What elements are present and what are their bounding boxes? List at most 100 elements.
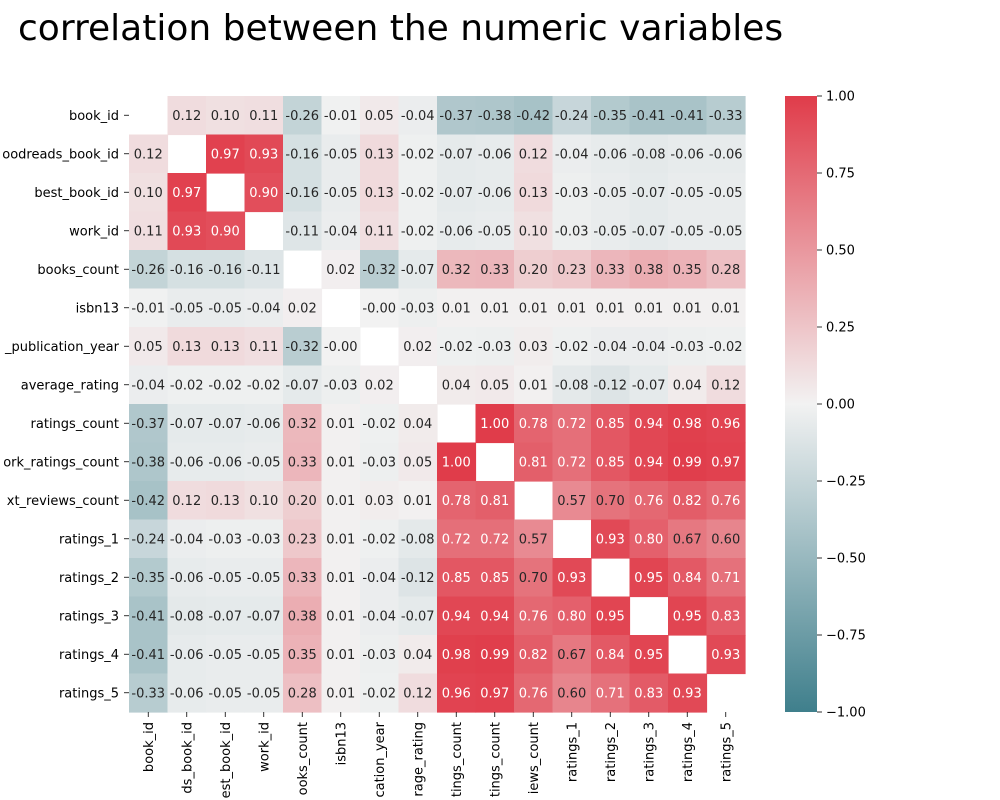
heatmap-cell [591, 96, 631, 136]
y-tick-label: ratings_2 [59, 571, 119, 586]
cell-value-label: 0.82 [519, 648, 548, 663]
heatmap-cell [129, 365, 169, 405]
heatmap-cell [514, 635, 554, 675]
heatmap-cell [475, 481, 515, 521]
heatmap-cell [283, 134, 323, 174]
heatmap-cell [668, 173, 708, 213]
heatmap-cell [437, 596, 477, 636]
cell-value-label: -0.04 [247, 301, 281, 316]
cell-value-label: 0.35 [288, 648, 317, 663]
heatmap-cell [129, 134, 169, 174]
cell-value-label: -0.02 [362, 532, 396, 547]
y-tick-label: books_count [37, 263, 119, 278]
cell-value-label: 0.13 [519, 186, 548, 201]
heatmap-cell [244, 365, 284, 405]
heatmap-cell [206, 481, 246, 521]
cell-value-label: 0.11 [365, 224, 394, 239]
x-axis: book_id ds_book_id est_book_id work_id ooks_… [142, 712, 734, 798]
cell-value-label: -0.04 [324, 224, 358, 239]
x-tick-label: tings_count [450, 722, 465, 797]
cell-value-label: 0.97 [211, 147, 240, 162]
heatmap-cell [437, 635, 477, 675]
heatmap-cell [398, 673, 438, 713]
cell-value-label: 0.01 [673, 301, 702, 316]
cell-value-label: -0.33 [131, 686, 165, 701]
cell-value-label: 0.96 [442, 686, 471, 701]
cell-value-label: -0.07 [401, 609, 435, 624]
x-tick-label: ratings_4 [681, 722, 696, 782]
cell-value-label: -0.02 [362, 686, 396, 701]
cell-value-label: 0.72 [557, 455, 586, 470]
cell-value-label: 0.12 [172, 494, 201, 509]
heatmap-cell [360, 173, 400, 213]
cell-value-label: 0.72 [442, 532, 471, 547]
heatmap-cell [244, 673, 284, 713]
cell-value-label: -0.06 [478, 147, 512, 162]
heatmap-cell [475, 404, 515, 444]
heatmap-cell [552, 327, 592, 367]
cell-value-label: 0.76 [634, 494, 663, 509]
cell-value-label: -0.00 [324, 340, 358, 355]
heatmap-cell [552, 134, 592, 174]
cell-value-label: -0.41 [670, 109, 704, 124]
heatmap-cell [206, 442, 246, 482]
cell-value-label: -0.05 [478, 224, 512, 239]
heatmap-cell [283, 519, 323, 559]
heatmap-cell [591, 211, 631, 251]
heatmap-cell [706, 134, 746, 174]
cell-value-label: 0.02 [365, 378, 394, 393]
cell-value-label: -0.07 [170, 417, 204, 432]
cell-value-label: -0.24 [131, 532, 165, 547]
heatmap-cell [167, 442, 207, 482]
cell-value-label: 0.23 [557, 263, 586, 278]
cell-value-label: 0.80 [557, 609, 586, 624]
cell-value-label: -0.16 [285, 186, 319, 201]
cell-value-label: -0.05 [709, 224, 743, 239]
cell-value-label: 0.11 [134, 224, 163, 239]
heatmap-cell [475, 519, 515, 559]
heatmap-cell [706, 211, 746, 251]
heatmap-cell [552, 404, 592, 444]
cell-value-label: -0.05 [670, 186, 704, 201]
heatmap-cell [206, 327, 246, 367]
heatmap-cell [591, 519, 631, 559]
y-tick-label: _publication_year [4, 340, 120, 355]
cell-value-label: -0.03 [555, 224, 589, 239]
cell-value-label: 1.00 [480, 417, 509, 432]
heatmap-cell [283, 635, 323, 675]
y-tick-label: isbn13 [76, 301, 119, 316]
heatmap-cell [668, 596, 708, 636]
heatmap-cell [437, 288, 477, 328]
cell-value-label: 0.01 [519, 301, 548, 316]
heatmap-cell [244, 442, 284, 482]
heatmap-cell [629, 134, 669, 174]
y-tick-label: ratings_4 [59, 648, 119, 663]
cell-value-label: 0.03 [365, 494, 394, 509]
heatmap-cell [129, 481, 169, 521]
cell-value-label: 0.11 [249, 109, 278, 124]
heatmap-cell [437, 481, 477, 521]
heatmap-cell [206, 288, 246, 328]
heatmap-cell [206, 250, 246, 290]
heatmap-cell [283, 596, 323, 636]
cell-value-label: -0.07 [247, 609, 281, 624]
heatmap-cell [167, 635, 207, 675]
cell-value-label: 0.57 [519, 532, 548, 547]
cell-value-label: 0.01 [403, 494, 432, 509]
cell-value-label: -0.06 [709, 147, 743, 162]
heatmap-cell [706, 442, 746, 482]
cell-value-label: 0.10 [519, 224, 548, 239]
heatmap-cell [668, 96, 708, 136]
heatmap-cell [668, 288, 708, 328]
cell-value-label: 0.01 [711, 301, 740, 316]
cell-value-label: 0.97 [172, 186, 201, 201]
heatmap-cell [244, 96, 284, 136]
cell-value-label: -0.08 [555, 378, 589, 393]
heatmap-cell [437, 327, 477, 367]
heatmap-cell [321, 404, 361, 444]
cell-value-label: 0.01 [326, 417, 355, 432]
cell-value-label: 0.32 [442, 263, 471, 278]
heatmap-cell [167, 96, 207, 136]
cell-value-label: 0.32 [288, 417, 317, 432]
cell-value-label: 0.85 [596, 455, 625, 470]
